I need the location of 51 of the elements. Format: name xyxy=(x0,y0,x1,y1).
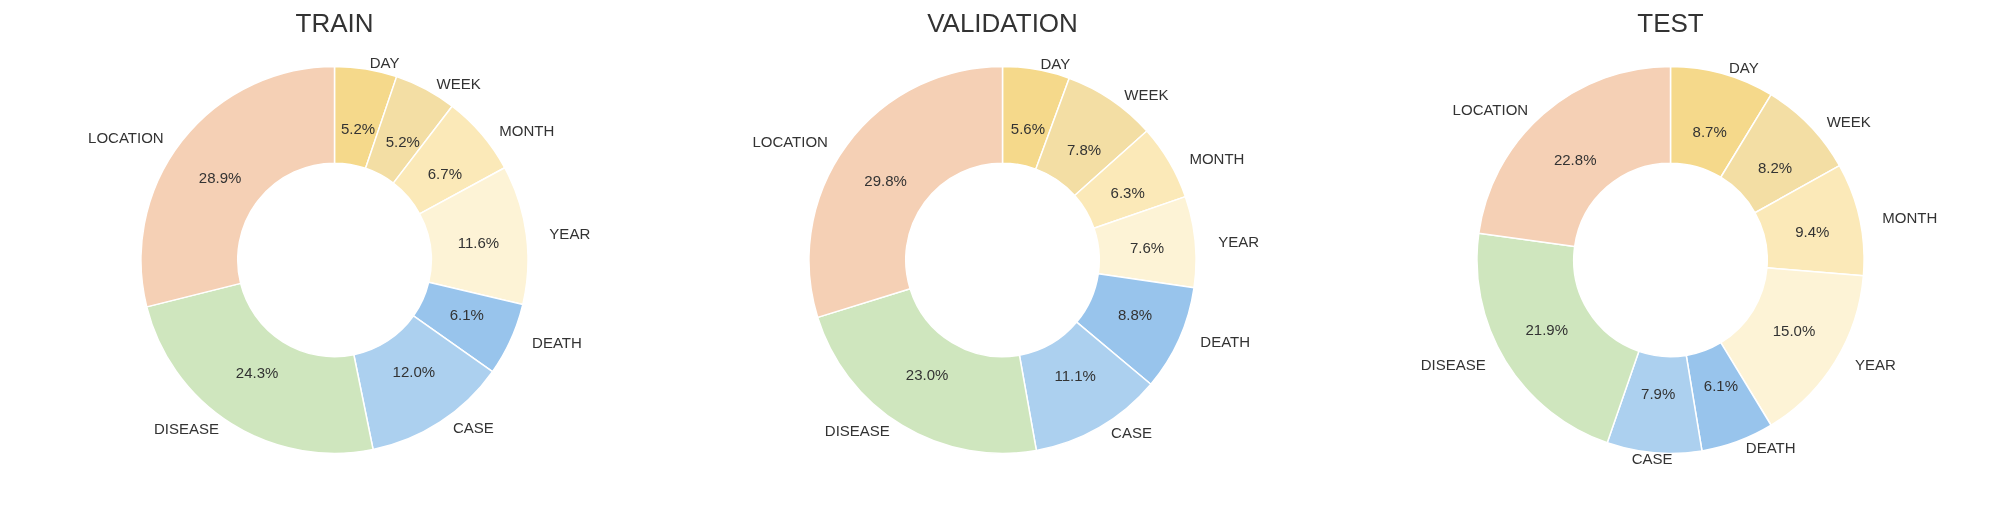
slice-label: DEATH xyxy=(532,333,582,351)
slice-label: MONTH xyxy=(1189,150,1245,168)
slice-label: MONTH xyxy=(499,121,555,139)
slice-label: LOCATION xyxy=(752,133,828,151)
data-label: 12.0% xyxy=(392,363,436,381)
slice-label: DISEASE xyxy=(153,420,219,438)
slice-label: DAY xyxy=(1729,59,1759,77)
data-label: 5.6% xyxy=(1010,119,1046,137)
slice-label: DEATH xyxy=(1745,438,1796,456)
slice-label: CASE xyxy=(1111,424,1152,442)
chart-title: TRAIN xyxy=(295,7,374,38)
slice-label: LOCATION xyxy=(88,128,164,146)
slice-label: YEAR xyxy=(1218,232,1260,250)
data-label: 24.3% xyxy=(235,364,279,382)
data-label: 21.9% xyxy=(1525,321,1569,339)
data-label: 28.9% xyxy=(198,169,242,187)
data-label: 6.1% xyxy=(1703,376,1739,394)
slice-label: CASE xyxy=(1631,450,1673,468)
slice-label: MONTH xyxy=(1882,209,1938,227)
chart-title: VALIDATION xyxy=(927,7,1078,38)
slice-label: DAY xyxy=(369,54,400,72)
data-label: 22.8% xyxy=(1553,150,1597,168)
slice-label: DAY xyxy=(1040,54,1071,72)
data-label: 11.1% xyxy=(1054,367,1096,385)
slice-label: YEAR xyxy=(549,225,591,243)
data-label: 6.7% xyxy=(427,164,462,182)
data-label: 23.0% xyxy=(905,365,949,383)
slice-label: YEAR xyxy=(1854,356,1896,374)
chart-title: TEST xyxy=(1637,7,1704,38)
data-label: 8.7% xyxy=(1692,122,1727,140)
data-label: 7.6% xyxy=(1129,238,1165,256)
slice-label: WEEK xyxy=(436,75,481,93)
slice-label: WEEK xyxy=(1826,112,1871,130)
data-label: 8.8% xyxy=(1117,306,1153,324)
data-label: 8.2% xyxy=(1757,158,1793,176)
data-label: 6.3% xyxy=(1110,183,1145,201)
slice-label: LOCATION xyxy=(1452,100,1529,118)
slice-label: WEEK xyxy=(1124,86,1169,104)
data-label: 29.8% xyxy=(864,172,907,190)
slice-label: CASE xyxy=(452,418,494,436)
data-label: 5.2% xyxy=(341,119,376,137)
slice-label: DISEASE xyxy=(824,421,890,439)
data-label: 5.2% xyxy=(385,133,420,151)
data-label: 15.0% xyxy=(1772,321,1816,339)
data-label: 7.8% xyxy=(1066,140,1102,158)
data-label: 11.6% xyxy=(457,233,500,251)
slice-label: DISEASE xyxy=(1420,355,1486,373)
data-label: 7.9% xyxy=(1641,384,1676,402)
slice-label: DEATH xyxy=(1200,332,1251,350)
data-label: 6.1% xyxy=(449,306,484,324)
data-label: 9.4% xyxy=(1795,223,1830,241)
